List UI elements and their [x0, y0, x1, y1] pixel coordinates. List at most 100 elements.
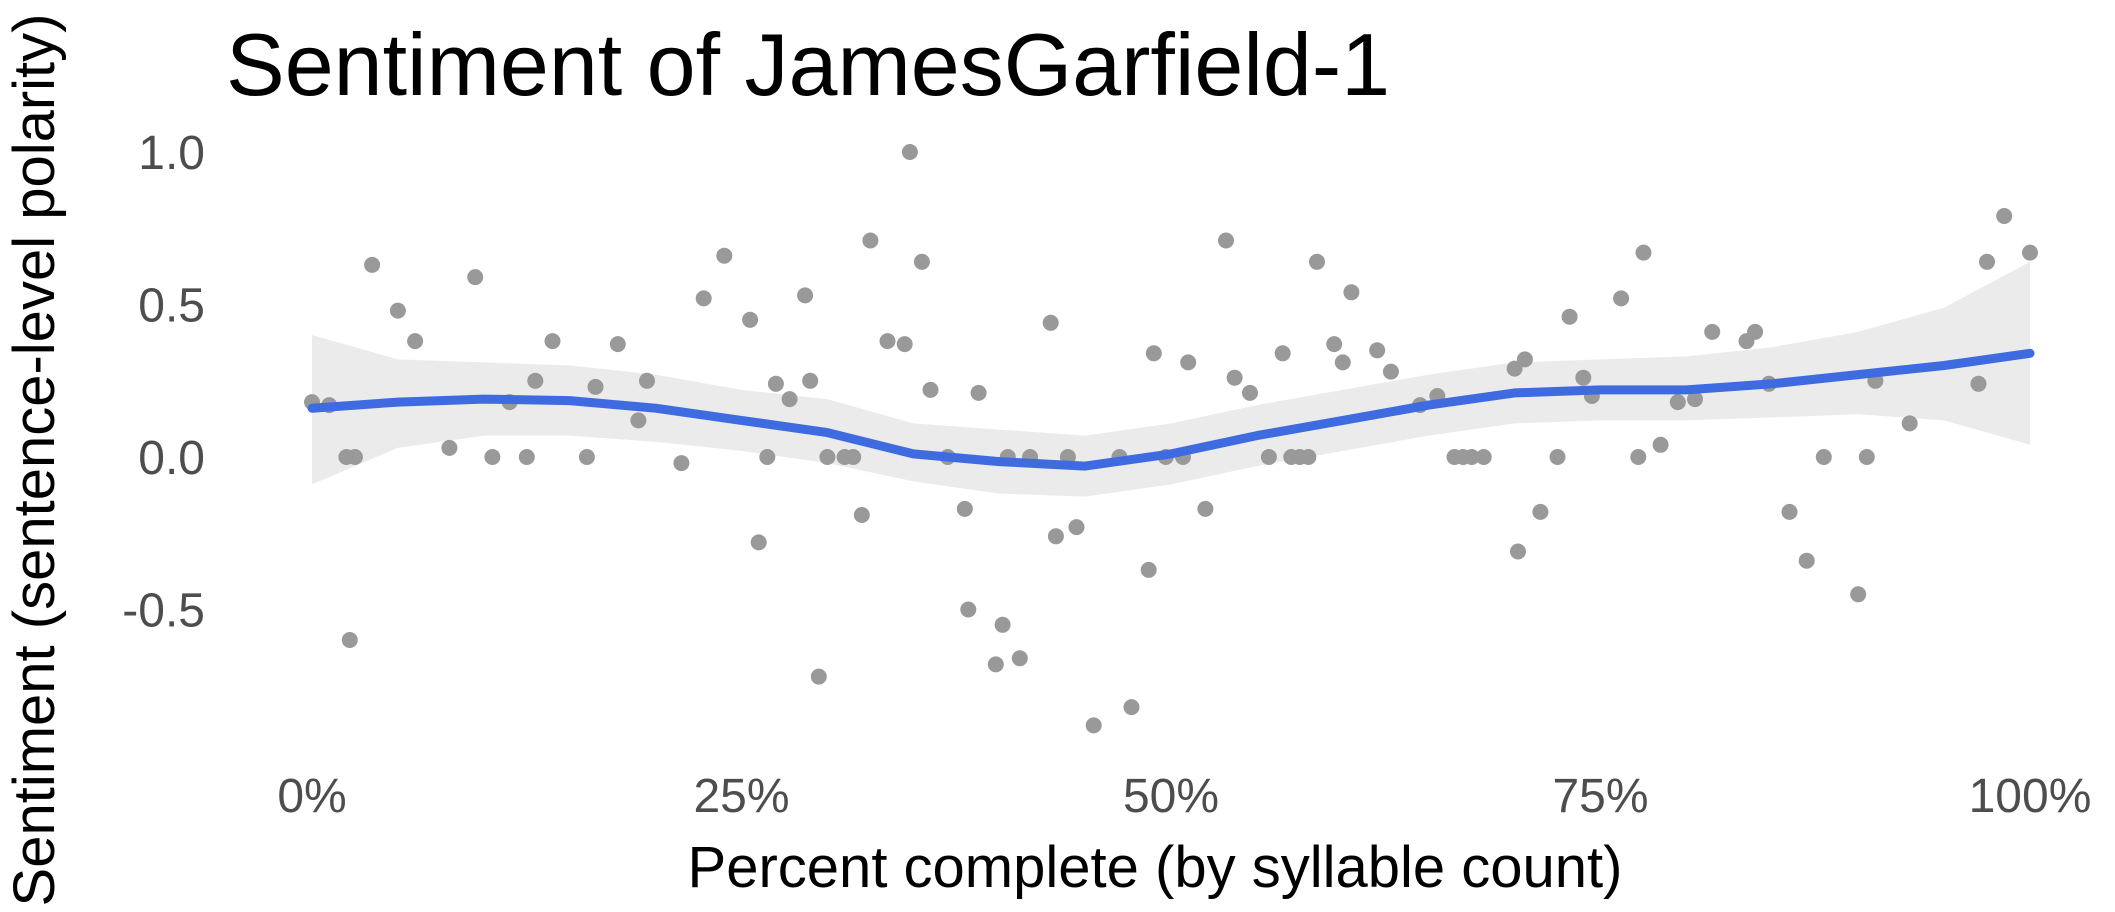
data-point	[1815, 449, 1832, 465]
data-point	[1085, 717, 1102, 734]
data-point	[922, 381, 939, 398]
data-point	[341, 632, 358, 648]
x-tick-label: 0%	[277, 770, 346, 823]
data-point	[1326, 336, 1343, 353]
data-point	[1516, 351, 1533, 368]
data-point	[1575, 369, 1592, 386]
data-point	[819, 449, 836, 465]
data-point	[467, 269, 484, 286]
data-point	[1382, 363, 1399, 380]
data-point	[1123, 699, 1140, 716]
data-point	[1274, 345, 1291, 362]
confidence-band	[312, 261, 2030, 497]
data-point	[987, 656, 1004, 673]
data-point	[802, 372, 819, 389]
data-point	[673, 455, 690, 472]
x-tick-label: 25%	[693, 770, 789, 823]
data-point	[1652, 436, 1669, 453]
data-point	[1630, 449, 1647, 465]
data-point	[956, 500, 973, 517]
x-axis-ticks: 0% 25% 50% 75% 100%	[277, 770, 2091, 823]
data-point	[1561, 308, 1578, 325]
data-point	[1260, 449, 1277, 465]
x-tick-label: 50%	[1123, 770, 1219, 823]
data-point	[1510, 543, 1526, 560]
data-point	[1858, 449, 1875, 465]
data-point	[1309, 253, 1325, 270]
data-point	[767, 375, 784, 392]
data-point	[901, 144, 918, 160]
data-point	[1068, 519, 1085, 536]
data-point	[1704, 323, 1721, 340]
chart-title: Sentiment of JamesGarfield-1	[226, 15, 1390, 114]
data-point	[544, 333, 561, 350]
y-tick-label: 1.0	[138, 127, 205, 180]
data-point	[2022, 244, 2038, 261]
data-point	[1532, 503, 1549, 520]
smooth-line-layer	[307, 348, 2035, 471]
y-axis-title: Sentiment (sentence-level polarity)	[2, 14, 67, 907]
data-point	[1850, 586, 1867, 603]
data-point	[1180, 354, 1197, 371]
data-point	[913, 253, 930, 270]
data-point	[1475, 449, 1492, 465]
data-point	[407, 333, 424, 350]
data-point	[441, 439, 458, 456]
data-point	[1140, 561, 1157, 578]
smooth-line	[307, 348, 2035, 471]
data-point	[960, 601, 977, 618]
data-point	[1549, 449, 1566, 465]
data-point	[853, 507, 870, 523]
data-point	[1996, 208, 2013, 224]
data-point	[1369, 342, 1386, 359]
data-point	[896, 336, 913, 353]
confidence-band-layer	[312, 261, 2030, 497]
data-point	[527, 372, 544, 389]
data-point	[695, 290, 712, 307]
data-point	[1300, 449, 1317, 465]
data-point	[364, 256, 381, 273]
data-point	[1781, 503, 1798, 520]
data-point	[630, 412, 647, 429]
data-point	[879, 333, 896, 350]
y-tick-label: 0.0	[138, 432, 205, 485]
data-point	[1669, 394, 1686, 411]
data-point	[484, 449, 501, 465]
data-point	[1635, 244, 1652, 261]
data-point	[1747, 323, 1764, 340]
data-point	[994, 616, 1011, 633]
data-point	[797, 287, 814, 304]
data-point	[1463, 449, 1480, 465]
data-point	[1047, 528, 1064, 545]
data-point	[389, 302, 406, 319]
data-point	[518, 449, 535, 465]
data-point	[1242, 384, 1258, 401]
data-point	[750, 534, 767, 551]
data-point	[862, 232, 879, 249]
data-point	[759, 449, 776, 465]
y-tick-label: 0.5	[138, 280, 205, 333]
x-tick-label: 100%	[1969, 770, 2092, 823]
data-point	[742, 311, 759, 328]
data-point	[1218, 232, 1234, 249]
data-point	[1343, 284, 1360, 301]
data-point	[1011, 650, 1028, 667]
data-point	[1901, 415, 1918, 432]
data-point	[1970, 375, 1987, 392]
data-point	[1798, 552, 1815, 569]
data-point	[639, 372, 655, 389]
data-point	[1687, 391, 1703, 408]
y-tick-label: -0.5	[122, 585, 205, 638]
data-point	[845, 449, 862, 465]
y-axis-ticks: -0.5 0.0 0.5 1.0	[122, 127, 205, 638]
data-point	[1334, 354, 1351, 371]
data-point	[1979, 253, 1995, 270]
x-tick-label: 75%	[1552, 770, 1648, 823]
data-point	[1506, 360, 1523, 377]
data-point	[1145, 345, 1162, 362]
data-point	[1197, 500, 1214, 517]
data-point	[346, 449, 363, 465]
x-axis-title: Percent complete (by syllable count)	[688, 835, 1623, 900]
data-point	[970, 384, 987, 401]
